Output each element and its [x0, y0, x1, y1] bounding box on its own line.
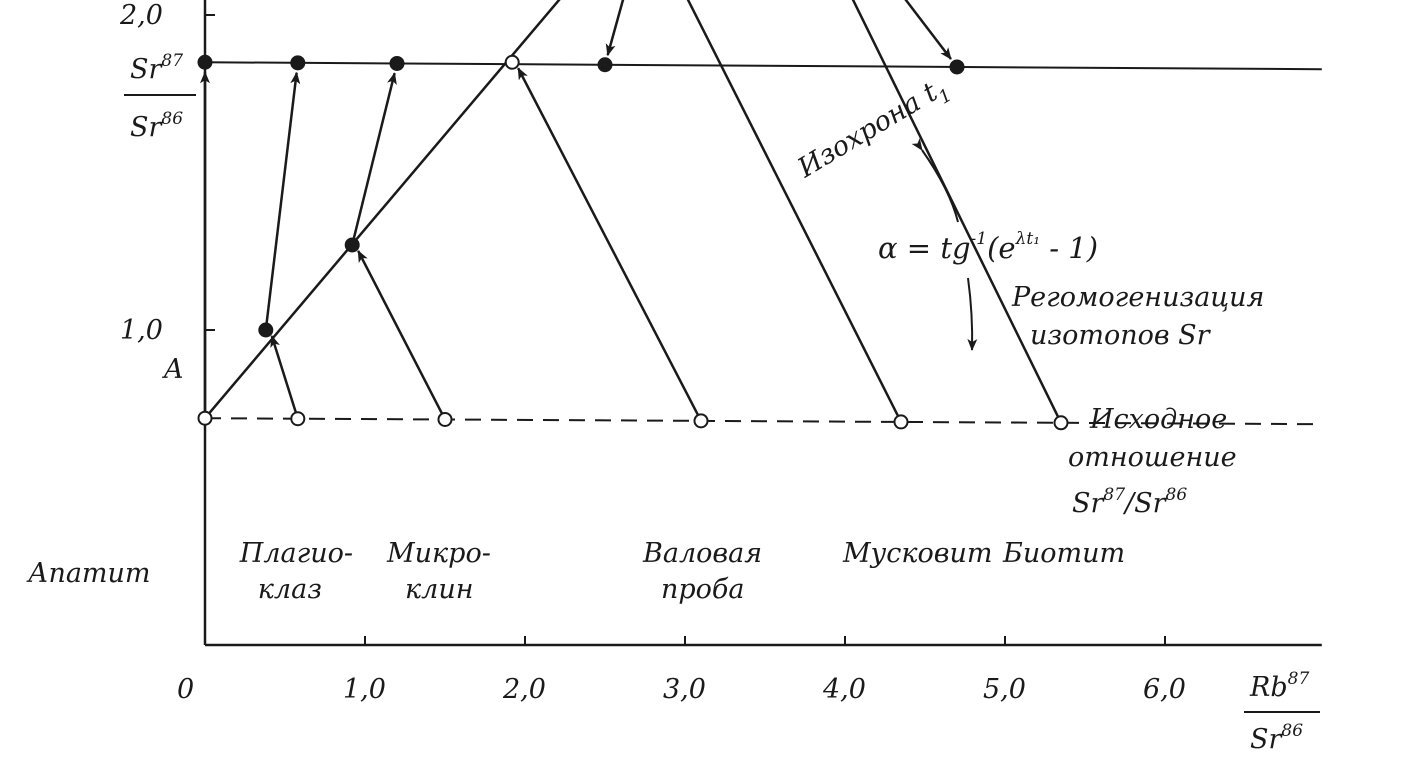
mineral-label: Мусковит [842, 538, 993, 569]
rehom-arrow [350, 72, 397, 246]
initial-point [290, 411, 306, 427]
rehomogenization-label: Регомогенизация изотопов Sr [1011, 282, 1273, 351]
svg-text:Sr86: Sr86 [1250, 721, 1303, 755]
rehomogenized-point [290, 55, 306, 71]
initial-point [437, 411, 453, 427]
mineral-label: Биотит [1002, 538, 1125, 569]
initial-point [197, 410, 213, 426]
mineral-label: Валовая проба [642, 538, 762, 605]
x-label-den-base: Sr [1250, 724, 1283, 755]
y-tick-label: 1,0 [120, 315, 163, 346]
rehom-arrow [904, 0, 952, 60]
mineral-label: Микро-клин [386, 538, 491, 605]
x-label-num-sup: 87 [1288, 669, 1310, 689]
initial-point [1053, 415, 1069, 431]
isochron-line [204, 0, 561, 420]
y-label-den-sup: 86 [161, 109, 183, 129]
y-label-den-base: Sr [130, 112, 163, 143]
data-points [197, 54, 1069, 431]
initial-ratio-label: Исходное отношение [1068, 404, 1237, 473]
x-tick-label: 0 [177, 674, 194, 705]
mineral-labels: Апатит Плагио-клаз Микро-клин Валовая проба М… [26, 538, 1125, 605]
rehomogenized-point [949, 59, 965, 75]
svg-text:Rb87: Rb87 [1249, 669, 1309, 703]
reference-lines [204, 0, 1322, 426]
svg-text:Sr86: Sr86 [130, 109, 183, 143]
x-axis-label: Rb87 Sr86 [1244, 669, 1320, 755]
slope-formula: α = tg-1(eλt₁ - 1) [878, 229, 1098, 265]
growth-arrow [686, 0, 903, 423]
y-label-num-base: Sr [130, 54, 163, 85]
x-tick-label: 2,0 [502, 674, 546, 705]
rehomogenized-point [389, 55, 405, 71]
angle-arc-lower [967, 277, 978, 351]
mineral-label: Плагио-клаз [239, 538, 353, 605]
mineral-label: Апатит [26, 558, 151, 589]
x-label-num-base: Rb [1249, 672, 1288, 703]
rehom-arrow [605, 0, 625, 57]
initial-ratio-line [204, 417, 1322, 426]
isochron-point [344, 237, 360, 253]
growth-arrow [851, 0, 1063, 424]
x-tick-label: 6,0 [1143, 674, 1186, 705]
initial-ratio-formula: Sr87/Sr86 [1072, 485, 1187, 519]
x-label-den-sup: 86 [1281, 721, 1303, 741]
growth-arrow [517, 67, 703, 422]
growth-arrow [270, 335, 299, 420]
evolution-arrows [200, 0, 1063, 424]
initial-point [893, 414, 909, 430]
rehomogenized-point [197, 54, 213, 70]
rehom-arrow [264, 71, 301, 331]
growth-arrow [357, 250, 447, 421]
x-tick-label: 1,0 [343, 674, 386, 705]
axis-ticks: 01,02,03,04,05,06,01,02,03,0 [119, 0, 1186, 705]
x-tick-label: 4,0 [822, 674, 866, 705]
rehomogenization-line [204, 61, 1322, 71]
svg-text:Sr87: Sr87 [130, 51, 183, 85]
isochron-label: Изохрона t1 [792, 71, 956, 190]
x-tick-label: 3,0 [663, 674, 706, 705]
isochron-point [258, 322, 274, 338]
rehomogenized-point [597, 57, 613, 73]
initial-point [693, 413, 709, 429]
y-label-num-sup: 87 [161, 51, 183, 71]
x-tick-label: 5,0 [983, 674, 1026, 705]
isochron-point [504, 54, 520, 70]
y-axis-label: Sr87 Sr86 [124, 51, 196, 143]
y-marker-label: A [161, 354, 184, 385]
y-tick-label: 2,0 [119, 0, 163, 31]
angle-arc [911, 138, 959, 223]
